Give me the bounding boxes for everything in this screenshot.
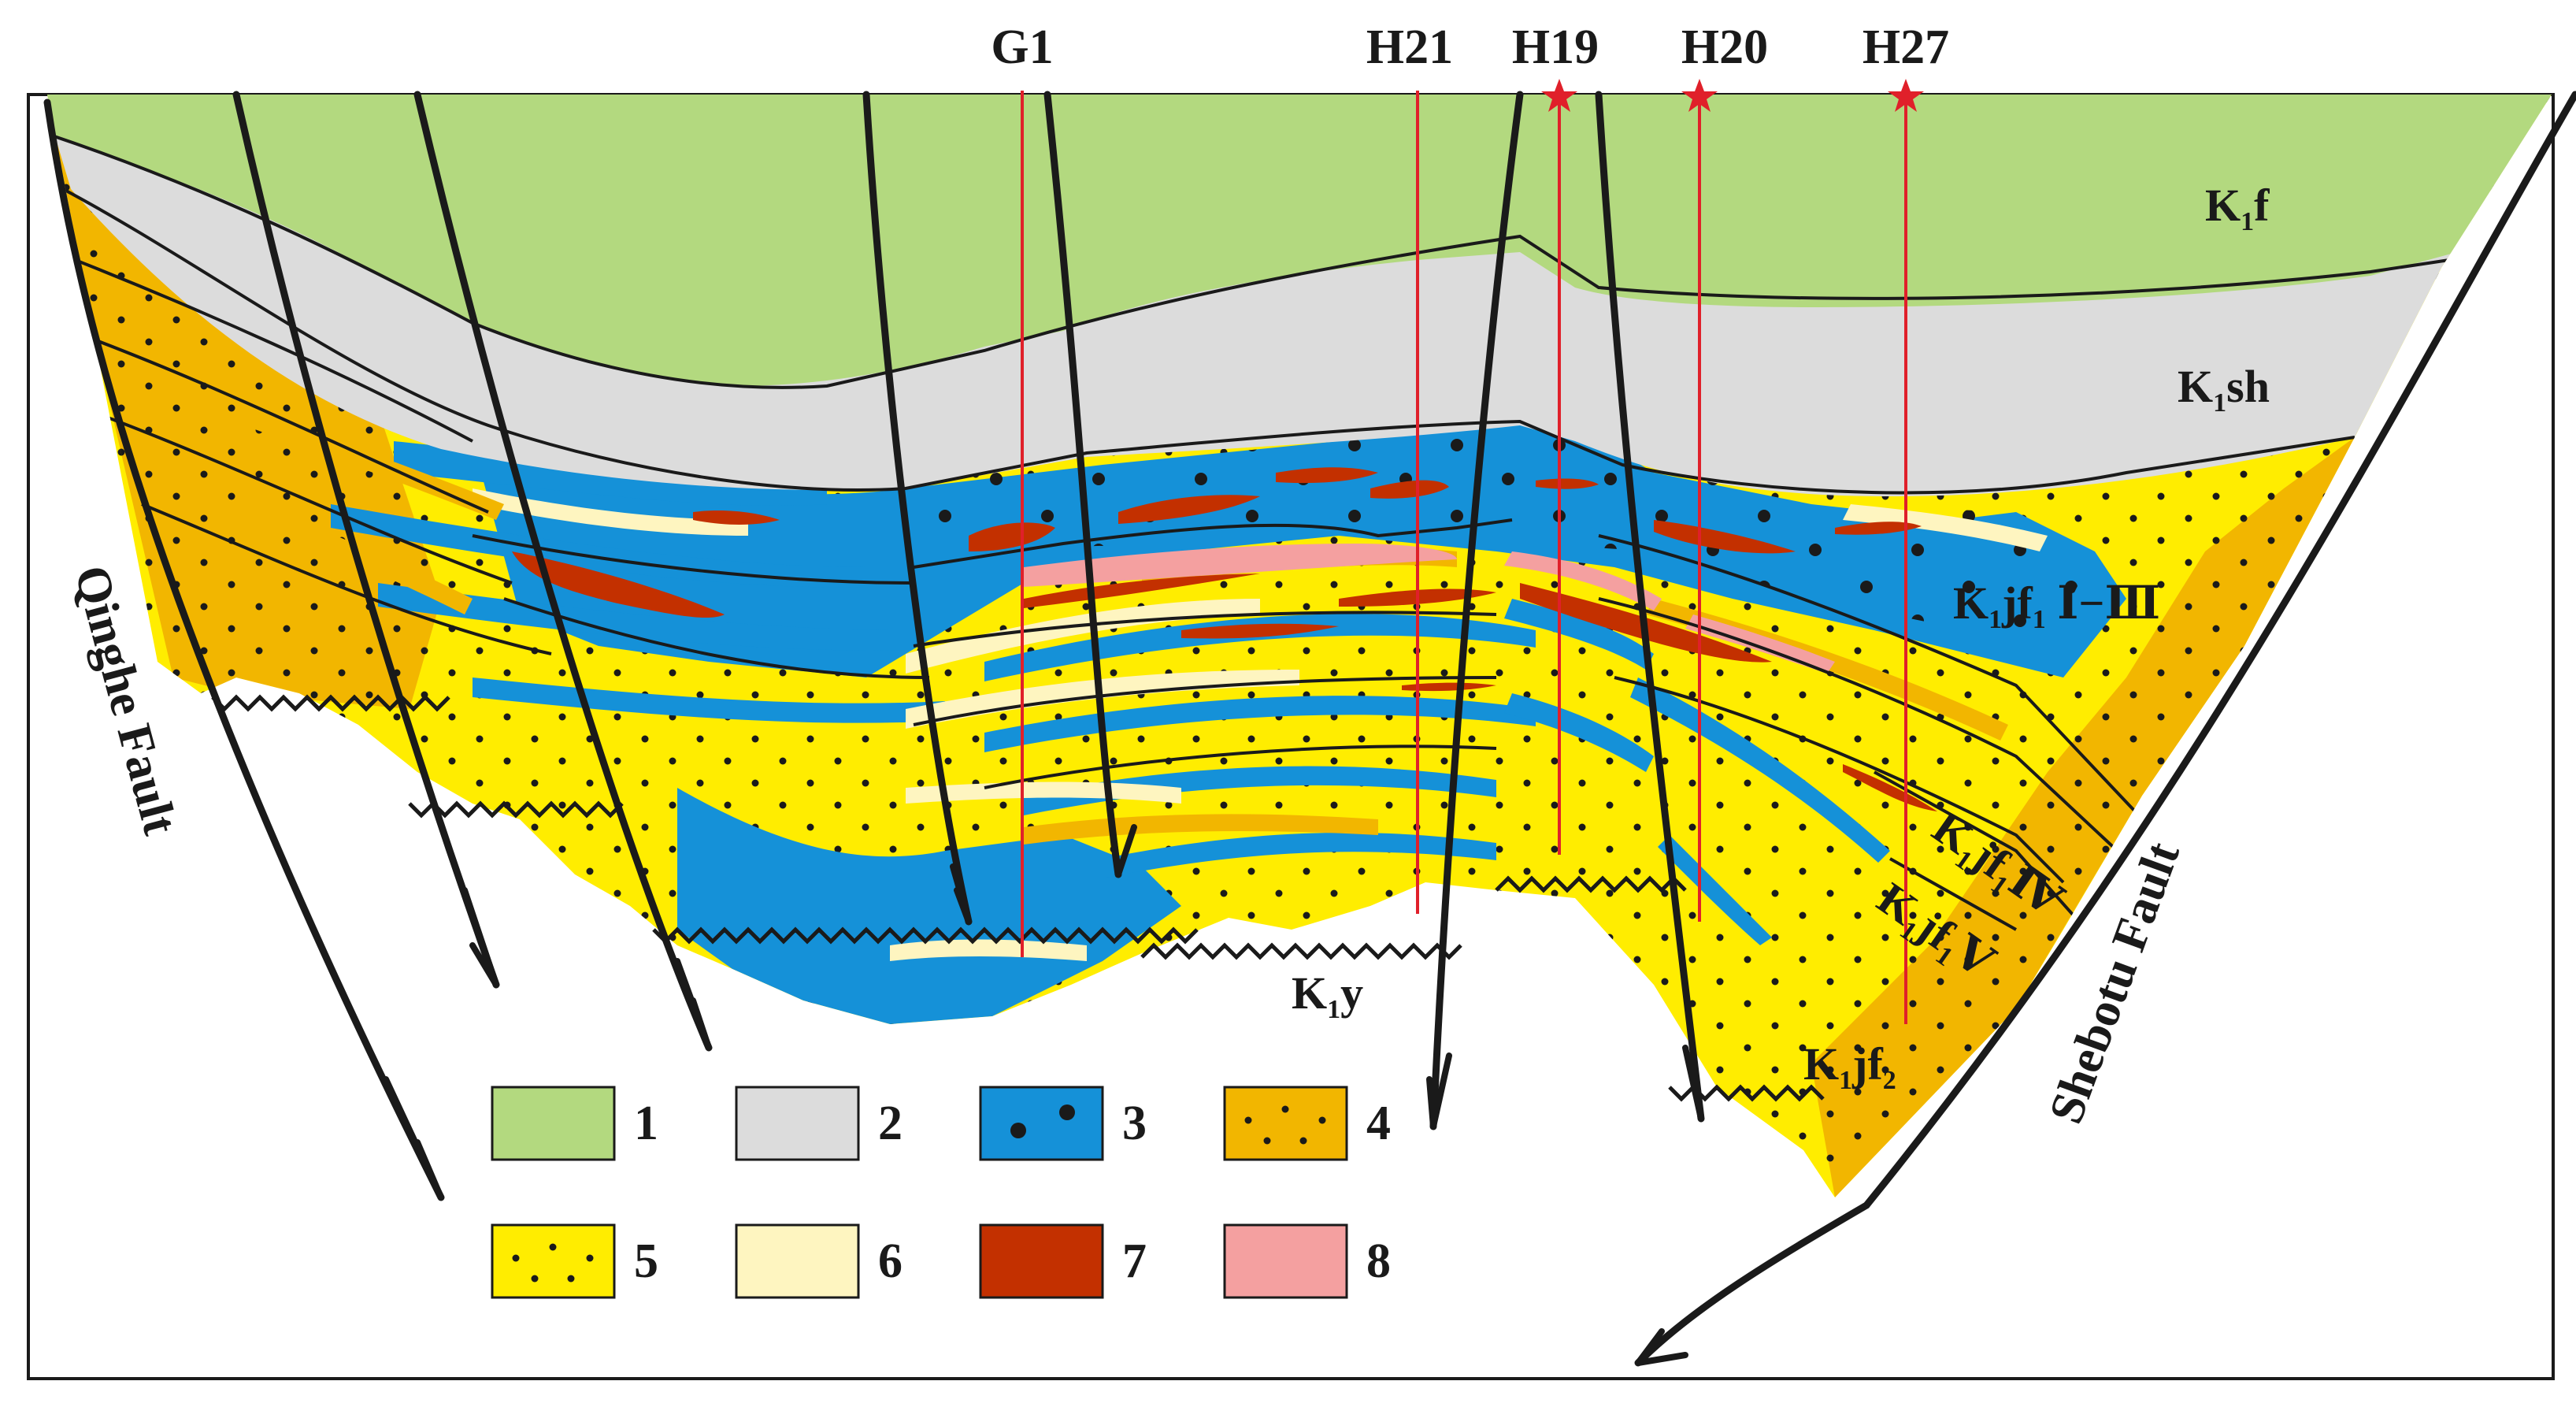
legend-dot — [586, 1254, 594, 1262]
basin-base-unconformity — [211, 694, 1825, 1102]
well-labels: G1 H21 H19 H20 H27 — [991, 20, 1949, 74]
legend-dot — [1010, 1123, 1026, 1138]
star-icon-h20 — [1681, 79, 1718, 112]
arrow-4 — [950, 863, 972, 925]
arrow-5 — [1111, 824, 1137, 878]
fault-trace-6 — [1429, 91, 1524, 1130]
well-lines — [1021, 91, 1907, 1024]
unit-3-dots — [827, 425, 2095, 646]
legend-dot — [1318, 1116, 1326, 1124]
label-k1jf2: K1jf2 — [1803, 1038, 1896, 1095]
fault-arrows — [383, 824, 1704, 1366]
legend-label-8: 8 — [1366, 1234, 1391, 1288]
shebotu-fault-trace — [1634, 91, 2576, 1367]
legend-item-3: 3 — [979, 1086, 1147, 1161]
label-k1sh: K1sh — [2178, 361, 2270, 418]
legend-dot — [567, 1275, 575, 1283]
legend-dot — [531, 1275, 539, 1283]
arrow-8 — [1635, 1328, 1688, 1366]
well-label-h27: H27 — [1863, 20, 1949, 74]
legend-swatch-8 — [1223, 1223, 1348, 1299]
arrow-7 — [1682, 1045, 1704, 1122]
legend-item-5: 5 — [491, 1223, 658, 1299]
legend-dot — [1244, 1116, 1252, 1124]
well-label-h20: H20 — [1681, 20, 1768, 74]
legend-swatch-3 — [979, 1086, 1104, 1161]
well-label-h19: H19 — [1512, 20, 1599, 74]
legend-item-8: 8 — [1223, 1223, 1391, 1299]
legend-item-7: 7 — [979, 1223, 1147, 1299]
unit-8-streaks — [1024, 544, 1835, 674]
legend-item-6: 6 — [735, 1223, 903, 1299]
legend-label-2: 2 — [878, 1097, 903, 1150]
qinghe-fault-trace — [43, 98, 445, 1201]
faults — [43, 91, 2576, 1367]
legend-item-4: 4 — [1223, 1086, 1391, 1161]
legend-label-5: 5 — [634, 1234, 658, 1288]
legend-label-7: 7 — [1122, 1234, 1147, 1288]
star-icon-h27 — [1888, 79, 1924, 112]
unit-1-base — [47, 132, 2450, 389]
fault-trace-3 — [413, 91, 713, 1052]
legend-dot — [1281, 1105, 1289, 1113]
legend-label-3: 3 — [1122, 1097, 1147, 1150]
legend-dot — [1059, 1104, 1075, 1120]
legend-item-2: 2 — [735, 1086, 903, 1161]
star-icon-h19 — [1541, 79, 1577, 112]
label-k1y: K1y — [1292, 967, 1363, 1024]
label-k1jf1-1-3: K1jf1 Ⅰ−Ⅲ — [1953, 577, 2160, 634]
legend-swatch-4 — [1223, 1086, 1348, 1161]
legend-swatch-7 — [979, 1223, 1104, 1299]
legend-label-4: 4 — [1366, 1097, 1391, 1150]
legend-dot — [1263, 1137, 1271, 1145]
legend-label-6: 6 — [878, 1234, 903, 1288]
arrow-3 — [674, 958, 712, 1051]
arrow-6 — [1426, 1052, 1452, 1130]
well-stars — [1541, 79, 1924, 112]
layer-boundaries — [54, 251, 2152, 994]
legend-dot — [512, 1254, 520, 1262]
legend-swatch-2 — [735, 1086, 860, 1161]
legend-dot — [549, 1243, 557, 1251]
label-k1f: K1f — [2205, 180, 2270, 236]
legend-dot — [1299, 1137, 1307, 1145]
legend-label-1: 1 — [634, 1097, 658, 1150]
legend-swatch-6 — [735, 1223, 860, 1299]
unit-3-lower — [677, 788, 1181, 1024]
arrow-1 — [383, 1076, 444, 1201]
fault-trace-7 — [1595, 91, 1705, 1123]
well-label-g1: G1 — [991, 20, 1053, 74]
legend-swatch-5 — [491, 1223, 616, 1299]
unit-1-fill — [47, 95, 2552, 386]
fault-trace-4 — [862, 91, 973, 926]
well-label-h21: H21 — [1366, 20, 1453, 74]
fault-trace-2 — [232, 91, 500, 989]
arrow-2 — [461, 887, 499, 988]
legend: 1 2 3 4 5 6 7 8 — [491, 1086, 1391, 1299]
legend-swatch-1 — [491, 1086, 616, 1161]
unit-2-base — [62, 187, 2355, 495]
legend-item-1: 1 — [491, 1086, 658, 1161]
fault-trace-5 — [1043, 91, 1122, 878]
